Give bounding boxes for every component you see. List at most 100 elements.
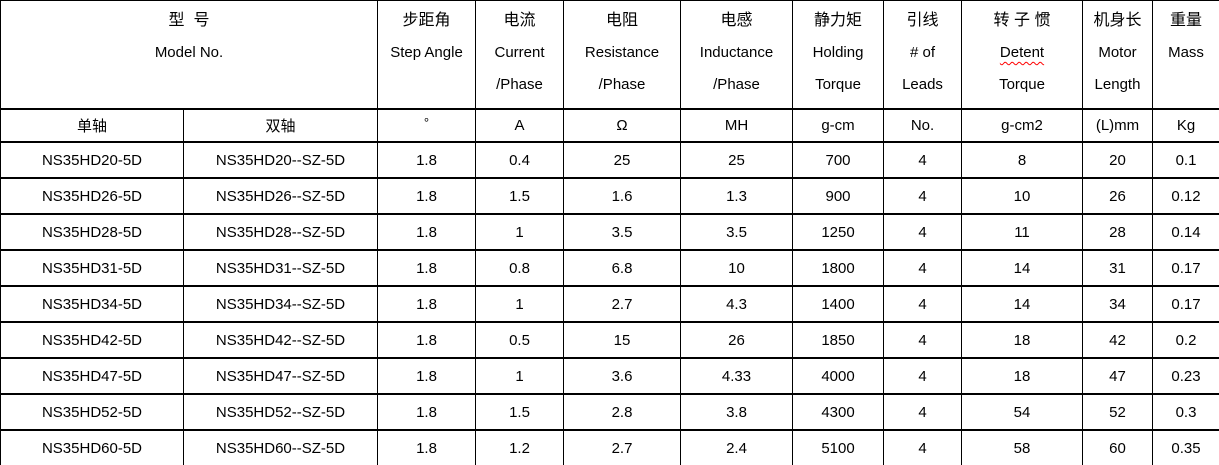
cell-leads: 4 (883, 141, 962, 179)
cell-inductance: 4.33 (680, 357, 793, 395)
table-body: NS35HD20-5D NS35HD20--SZ-5D 1.8 0.4 25 2… (0, 141, 1219, 465)
unit-inductance: MH (680, 108, 793, 143)
header-current-zh: 电流 (503, 12, 536, 29)
cell-model-single-shaft: NS35HD31-5D (0, 249, 184, 287)
cell-holding-torque: 1250 (792, 213, 884, 251)
cell-inductance: 3.5 (680, 213, 793, 251)
cell-detent-torque: 18 (961, 357, 1083, 395)
cell-model-dual-shaft: NS35HD28--SZ-5D (183, 213, 378, 251)
cell-model-single-shaft: NS35HD28-5D (0, 213, 184, 251)
cell-current: 1 (475, 285, 564, 323)
subheader-single-shaft: 单轴 (0, 108, 184, 143)
header-motor-length-zh: 机身长 (1093, 12, 1142, 29)
subheader-dual-shaft: 双轴 (183, 108, 378, 143)
cell-holding-torque: 1400 (792, 285, 884, 323)
header-detent-torque: 转 子 惯 Detent Torque (961, 0, 1083, 110)
cell-mass: 0.35 (1152, 429, 1219, 465)
cell-detent-torque: 14 (961, 249, 1083, 287)
header-holding-torque-zh: 静力矩 (813, 12, 862, 29)
cell-leads: 4 (883, 285, 962, 323)
header-model: 型 号 Model No. (0, 0, 378, 110)
unit-holding-torque: g-cm (792, 108, 884, 143)
header-step-angle-zh: 步距角 (402, 12, 451, 29)
table-row: NS35HD52-5D NS35HD52--SZ-5D 1.8 1.5 2.8 … (0, 393, 1219, 431)
cell-resistance: 15 (563, 321, 681, 359)
header-inductance: 电感 Inductance /Phase (680, 0, 793, 110)
cell-mass: 0.17 (1152, 249, 1219, 287)
cell-inductance: 3.8 (680, 393, 793, 431)
unit-detent-torque: g-cm2 (961, 108, 1083, 143)
header-resistance-en2: /Phase (598, 76, 646, 93)
header-holding-torque-en2: Torque (815, 76, 861, 93)
header-model-en: Model No. (154, 44, 224, 61)
cell-holding-torque: 4000 (792, 357, 884, 395)
cell-current: 1.5 (475, 177, 564, 215)
cell-model-single-shaft: NS35HD60-5D (0, 429, 184, 465)
header-mass-zh: 重量 (1169, 12, 1202, 29)
unit-current: A (475, 108, 564, 143)
unit-step-angle: ° (377, 108, 476, 143)
header-model-zh: 型 号 (168, 12, 210, 29)
header-step-angle: 步距角 Step Angle (377, 0, 476, 110)
header-motor-length-en2: Length (1094, 76, 1141, 93)
cell-leads: 4 (883, 321, 962, 359)
cell-step-angle: 1.8 (377, 285, 476, 323)
unit-leads: No. (883, 108, 962, 143)
header-resistance-en1: Resistance (584, 44, 660, 61)
cell-model-single-shaft: NS35HD20-5D (0, 141, 184, 179)
cell-step-angle: 1.8 (377, 249, 476, 287)
header-detent-torque-en2: Torque (999, 76, 1045, 93)
cell-current: 1.5 (475, 393, 564, 431)
header-leads-en2: Leads (902, 76, 943, 93)
cell-mass: 0.12 (1152, 177, 1219, 215)
table-row: NS35HD20-5D NS35HD20--SZ-5D 1.8 0.4 25 2… (0, 141, 1219, 179)
cell-detent-torque: 11 (961, 213, 1083, 251)
cell-detent-torque: 10 (961, 177, 1083, 215)
header-detent-torque-en1: Detent (999, 44, 1045, 61)
cell-motor-length: 20 (1082, 141, 1153, 179)
cell-model-single-shaft: NS35HD34-5D (0, 285, 184, 323)
cell-motor-length: 47 (1082, 357, 1153, 395)
unit-motor-length: (L)mm (1082, 108, 1153, 143)
table-row: NS35HD31-5D NS35HD31--SZ-5D 1.8 0.8 6.8 … (0, 249, 1219, 287)
cell-inductance: 25 (680, 141, 793, 179)
cell-resistance: 2.7 (563, 285, 681, 323)
cell-inductance: 2.4 (680, 429, 793, 465)
unit-resistance: Ω (563, 108, 681, 143)
header-motor-length: 机身长 Motor Length (1082, 0, 1153, 110)
cell-step-angle: 1.8 (377, 213, 476, 251)
header-detent-torque-zh: 转 子 惯 (993, 12, 1051, 29)
cell-resistance: 2.7 (563, 429, 681, 465)
cell-motor-length: 31 (1082, 249, 1153, 287)
cell-model-single-shaft: NS35HD52-5D (0, 393, 184, 431)
header-leads-en1: # of (909, 44, 936, 61)
cell-model-single-shaft: NS35HD47-5D (0, 357, 184, 395)
cell-mass: 0.23 (1152, 357, 1219, 395)
header-row-main: 型 号 Model No. 步距角 Step Angle 电流 Current … (0, 0, 1219, 110)
degree-symbol: ° (423, 115, 430, 130)
cell-model-dual-shaft: NS35HD26--SZ-5D (183, 177, 378, 215)
header-resistance: 电阻 Resistance /Phase (563, 0, 681, 110)
header-inductance-en2: /Phase (713, 76, 760, 93)
header-current: 电流 Current /Phase (475, 0, 564, 110)
header-inductance-en1: Inductance (699, 44, 774, 61)
cell-current: 0.8 (475, 249, 564, 287)
cell-mass: 0.1 (1152, 141, 1219, 179)
header-motor-length-en1: Motor (1098, 44, 1137, 61)
cell-current: 0.5 (475, 321, 564, 359)
table-header: 型 号 Model No. 步距角 Step Angle 电流 Current … (0, 0, 1219, 143)
cell-resistance: 2.8 (563, 393, 681, 431)
cell-holding-torque: 700 (792, 141, 884, 179)
cell-model-dual-shaft: NS35HD52--SZ-5D (183, 393, 378, 431)
header-current-en1: Current (494, 44, 545, 61)
table-row: NS35HD26-5D NS35HD26--SZ-5D 1.8 1.5 1.6 … (0, 177, 1219, 215)
cell-leads: 4 (883, 357, 962, 395)
table-row: NS35HD34-5D NS35HD34--SZ-5D 1.8 1 2.7 4.… (0, 285, 1219, 323)
cell-holding-torque: 1850 (792, 321, 884, 359)
cell-mass: 0.2 (1152, 321, 1219, 359)
cell-step-angle: 1.8 (377, 141, 476, 179)
cell-holding-torque: 900 (792, 177, 884, 215)
table-row: NS35HD47-5D NS35HD47--SZ-5D 1.8 1 3.6 4.… (0, 357, 1219, 395)
cell-leads: 4 (883, 177, 962, 215)
cell-motor-length: 42 (1082, 321, 1153, 359)
